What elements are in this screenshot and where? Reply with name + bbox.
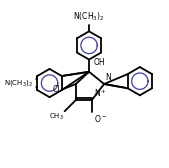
Text: N(CH$_3$)$_2$: N(CH$_3$)$_2$ bbox=[4, 78, 33, 88]
Text: Cl: Cl bbox=[52, 85, 60, 94]
Text: N: N bbox=[105, 73, 111, 82]
Text: OH: OH bbox=[94, 58, 105, 67]
Text: CH$_3$: CH$_3$ bbox=[49, 112, 64, 122]
Text: N(CH$_3$)$_2$: N(CH$_3$)$_2$ bbox=[73, 10, 105, 23]
Text: N$^+$: N$^+$ bbox=[94, 87, 107, 99]
Text: O$^-$: O$^-$ bbox=[94, 113, 107, 124]
